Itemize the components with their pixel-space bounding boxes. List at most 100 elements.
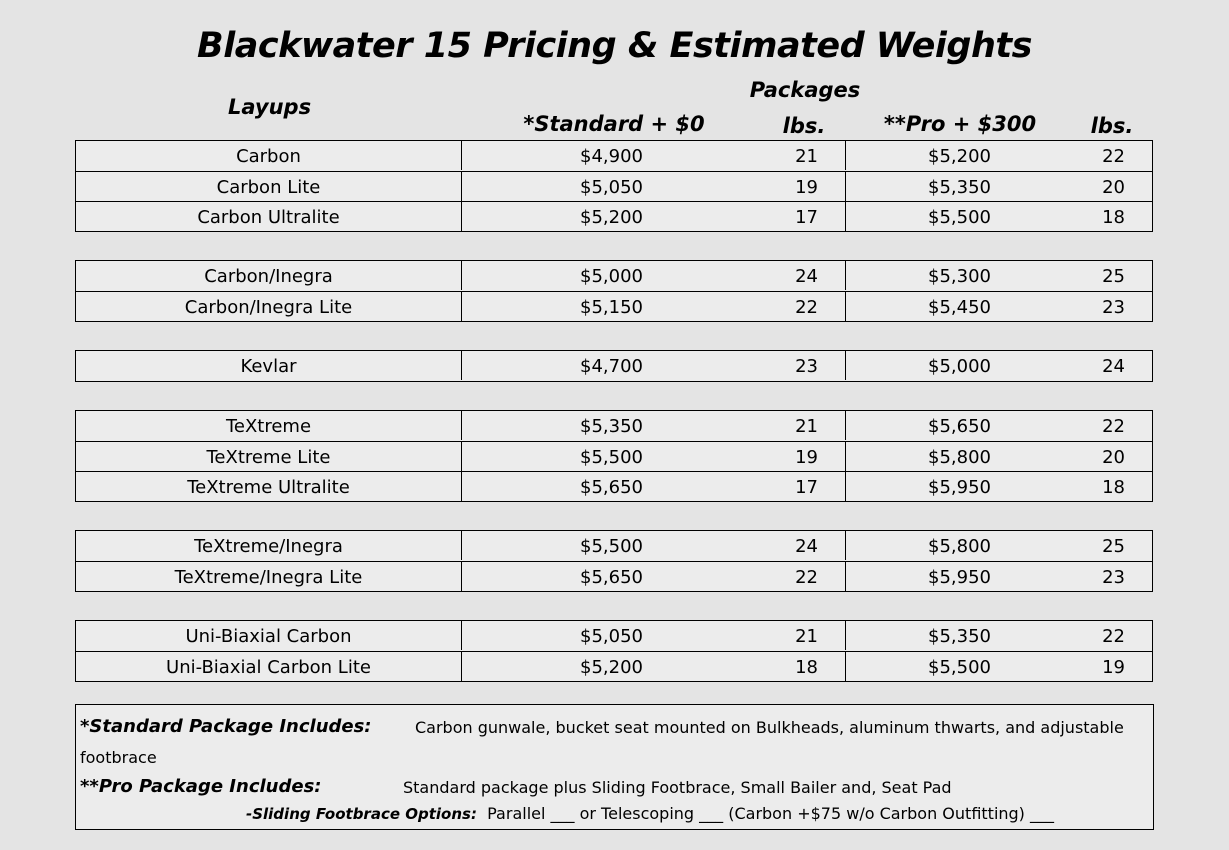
layups-header: Layups xyxy=(228,95,312,119)
pro-price-cell: $5,500 xyxy=(928,657,991,678)
standard-price-cell: $4,700 xyxy=(580,356,643,377)
pro-price-cell: $5,950 xyxy=(928,477,991,498)
standard-package-label: *Standard Package Includes: xyxy=(80,716,372,737)
standard-price-cell: $5,050 xyxy=(580,177,643,198)
standard-price-cell: $5,050 xyxy=(580,626,643,647)
standard-lbs-cell: 22 xyxy=(762,292,846,321)
standard-lbs-cell: 21 xyxy=(762,621,846,650)
pro-price-cell: $5,800 xyxy=(928,536,991,557)
table-group: Carbon/Inegra $5,000 24 $5,300 25 Carbon/Ineg… xyxy=(75,260,1153,322)
standard-lbs-cell: 22 xyxy=(762,562,846,591)
standard-price-cell: $5,200 xyxy=(580,657,643,678)
layup-cell: Carbon xyxy=(76,141,462,170)
layup-cell: TeXtreme xyxy=(76,411,462,440)
layup-cell: Carbon Ultralite xyxy=(76,202,462,231)
table-group: Kevlar $4,700 23 $5,000 24 xyxy=(75,350,1153,382)
table-row: Carbon Ultralite $5,200 17 $5,500 18 xyxy=(76,201,1152,231)
pro-price-cell: $5,500 xyxy=(928,207,991,228)
table-group: Carbon $4,900 21 $5,200 22 Carbon Lite $5,050 1… xyxy=(75,140,1153,232)
table-row: Kevlar $4,700 23 $5,000 24 xyxy=(76,351,1152,381)
standard-package-text-wrap: footbrace xyxy=(80,748,157,767)
pro-price-cell: $5,300 xyxy=(928,266,991,287)
pro-lbs-cell: 25 xyxy=(1102,536,1125,557)
pro-price-cell: $5,350 xyxy=(928,177,991,198)
layup-cell: TeXtreme Lite xyxy=(76,442,462,471)
table-row: TeXtreme Lite $5,500 19 $5,800 20 xyxy=(76,441,1152,471)
pro-lbs-cell: 22 xyxy=(1102,626,1125,647)
layup-cell: Uni-Biaxial Carbon xyxy=(76,621,462,650)
layup-cell: TeXtreme/Inegra Lite xyxy=(76,562,462,591)
table-group: Uni-Biaxial Carbon $5,050 21 $5,350 22 Uni-Bi… xyxy=(75,620,1153,682)
standard-price-cell: $5,000 xyxy=(580,266,643,287)
standard-lbs-cell: 17 xyxy=(762,472,846,501)
pro-package-text: Standard package plus Sliding Footbrace,… xyxy=(403,778,952,797)
standard-price-cell: $5,350 xyxy=(580,416,643,437)
standard-price-cell: $4,900 xyxy=(580,146,643,167)
layup-cell: TeXtreme/Inegra xyxy=(76,531,462,560)
page-title: Blackwater 15 Pricing & Estimated Weight… xyxy=(197,26,1032,66)
standard-lbs-cell: 19 xyxy=(762,172,846,201)
standard-price-cell: $5,500 xyxy=(580,447,643,468)
table-row: TeXtreme $5,350 21 $5,650 22 xyxy=(76,411,1152,441)
pro-lbs-cell: 22 xyxy=(1102,146,1125,167)
table-row: TeXtreme/Inegra Lite $5,650 22 $5,950 23 xyxy=(76,561,1152,591)
table-row: Carbon $4,900 21 $5,200 22 xyxy=(76,141,1152,171)
table-row: Uni-Biaxial Carbon $5,050 21 $5,350 22 xyxy=(76,621,1152,651)
footbrace-options-text: Parallel ___ or Telescoping ___ (Carbon … xyxy=(487,804,1055,823)
standard-lbs-cell: 17 xyxy=(762,202,846,231)
standard-price-cell: $5,500 xyxy=(580,536,643,557)
layup-cell: Carbon Lite xyxy=(76,172,462,201)
pro-price-cell: $5,350 xyxy=(928,626,991,647)
standard-lbs-cell: 19 xyxy=(762,442,846,471)
table-group: TeXtreme/Inegra $5,500 24 $5,800 25 TeXtreme/… xyxy=(75,530,1153,592)
pro-price-cell: $5,950 xyxy=(928,567,991,588)
pro-lbs-cell: 20 xyxy=(1102,447,1125,468)
layup-cell: Uni-Biaxial Carbon Lite xyxy=(76,652,462,681)
pro-lbs-cell: 25 xyxy=(1102,266,1125,287)
pro-lbs-cell: 24 xyxy=(1102,356,1125,377)
standard-lbs-cell: 23 xyxy=(762,351,846,380)
table-group: TeXtreme $5,350 21 $5,650 22 TeXtreme Lite $5,… xyxy=(75,410,1153,502)
pro-lbs-header: lbs. xyxy=(1090,114,1134,138)
standard-lbs-cell: 24 xyxy=(762,261,846,290)
layup-cell: Carbon/Inegra xyxy=(76,261,462,290)
standard-lbs-cell: 21 xyxy=(762,141,846,170)
footbrace-options-label: -Sliding Footbrace Options: xyxy=(246,805,477,823)
table-row: TeXtreme Ultralite $5,650 17 $5,950 18 xyxy=(76,471,1152,501)
standard-price-cell: $5,200 xyxy=(580,207,643,228)
layup-cell: Kevlar xyxy=(76,351,462,380)
packages-header: Packages xyxy=(749,78,861,102)
pro-price-cell: $5,450 xyxy=(928,297,991,318)
standard-lbs-cell: 24 xyxy=(762,531,846,560)
table-row: TeXtreme/Inegra $5,500 24 $5,800 25 xyxy=(76,531,1152,561)
pro-lbs-cell: 18 xyxy=(1102,477,1125,498)
table-row: Carbon/Inegra Lite $5,150 22 $5,450 23 xyxy=(76,291,1152,321)
standard-price-cell: $5,650 xyxy=(580,477,643,498)
standard-price-cell: $5,150 xyxy=(580,297,643,318)
standard-package-text: Carbon gunwale, bucket seat mounted on B… xyxy=(415,718,1124,737)
layup-cell: Carbon/Inegra Lite xyxy=(76,292,462,321)
pro-lbs-cell: 18 xyxy=(1102,207,1125,228)
pro-price-cell: $5,000 xyxy=(928,356,991,377)
pro-price-cell: $5,650 xyxy=(928,416,991,437)
package-notes: *Standard Package Includes: Carbon gunwa… xyxy=(75,704,1154,830)
standard-package-header: *Standard + $0 xyxy=(523,112,705,136)
pro-price-cell: $5,200 xyxy=(928,146,991,167)
pro-lbs-cell: 20 xyxy=(1102,177,1125,198)
pro-lbs-cell: 22 xyxy=(1102,416,1125,437)
pro-lbs-cell: 19 xyxy=(1102,657,1125,678)
layup-cell: TeXtreme Ultralite xyxy=(76,472,462,501)
table-row: Carbon/Inegra $5,000 24 $5,300 25 xyxy=(76,261,1152,291)
standard-price-cell: $5,650 xyxy=(580,567,643,588)
standard-lbs-cell: 21 xyxy=(762,411,846,440)
pro-lbs-cell: 23 xyxy=(1102,567,1125,588)
standard-lbs-header: lbs. xyxy=(782,114,826,138)
footbrace-options: -Sliding Footbrace Options: Parallel ___… xyxy=(246,804,1054,823)
pro-package-header: **Pro + $300 xyxy=(883,112,1037,136)
table-row: Carbon Lite $5,050 19 $5,350 20 xyxy=(76,171,1152,201)
table-row: Uni-Biaxial Carbon Lite $5,200 18 $5,500 19 xyxy=(76,651,1152,681)
standard-lbs-cell: 18 xyxy=(762,652,846,681)
pro-package-label: **Pro Package Includes: xyxy=(80,776,322,797)
pro-price-cell: $5,800 xyxy=(928,447,991,468)
pro-lbs-cell: 23 xyxy=(1102,297,1125,318)
